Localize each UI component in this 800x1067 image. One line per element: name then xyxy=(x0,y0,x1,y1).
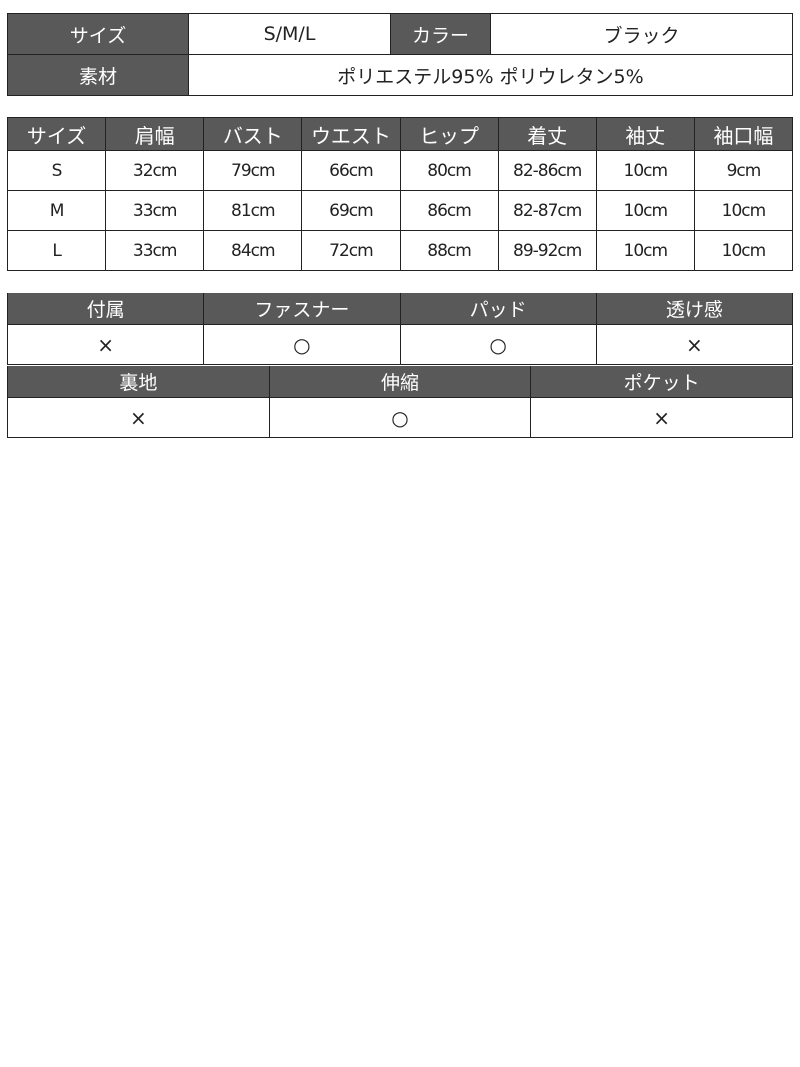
table-row: S 32cm 79cm 66cm 80cm 82-86cm 10cm 9cm xyxy=(6,150,794,191)
table-row: M 33cm 81cm 69cm 86cm 82-87cm 10cm 10cm xyxy=(6,190,794,231)
feature-label: パッド xyxy=(399,293,597,325)
feature-label: ファスナー xyxy=(203,293,401,325)
spec-table: サイズ S/M/L カラー ブラック 素材 ポリエステル95% ポリウレタン5% xyxy=(7,13,793,96)
size-label: サイズ xyxy=(7,13,189,55)
feature-header-row: 付属 ファスナー パッド 透け感 xyxy=(6,293,794,325)
feature-value: ○ xyxy=(203,324,401,365)
table-cell: 66cm xyxy=(301,150,401,191)
features-table-1: 付属 ファスナー パッド 透け感 × ○ ○ × xyxy=(6,293,794,365)
table-cell: 69cm xyxy=(301,190,401,231)
table-cell: 10cm xyxy=(595,150,695,191)
spec-row-material: 素材 ポリエステル95% ポリウレタン5% xyxy=(7,54,793,96)
color-value: ブラック xyxy=(490,13,793,55)
material-label: 素材 xyxy=(7,54,189,96)
feature-value-row: × ○ × xyxy=(7,397,793,438)
column-header: 袖丈 xyxy=(595,117,695,151)
table-cell: 10cm xyxy=(595,230,695,271)
table-cell: 10cm xyxy=(693,190,794,231)
color-label: カラー xyxy=(390,13,491,55)
table-cell: 33cm xyxy=(105,230,205,271)
material-value: ポリエステル95% ポリウレタン5% xyxy=(188,54,793,96)
table-cell: 82-87cm xyxy=(497,190,597,231)
table-cell: 88cm xyxy=(399,230,499,271)
features-table-2: 裏地 伸縮 ポケット × ○ × xyxy=(7,366,793,438)
table-cell: M xyxy=(6,190,107,231)
feature-label: ポケット xyxy=(530,366,793,398)
feature-label: 伸縮 xyxy=(268,366,532,398)
feature-value: × xyxy=(595,324,794,365)
column-header: バスト xyxy=(203,117,303,151)
column-header: サイズ xyxy=(6,117,107,151)
column-header: 袖口幅 xyxy=(693,117,794,151)
size-value: S/M/L xyxy=(188,13,391,55)
table-cell: 82-86cm xyxy=(497,150,597,191)
feature-header-row: 裏地 伸縮 ポケット xyxy=(7,366,793,398)
feature-value-row: × ○ ○ × xyxy=(6,324,794,365)
table-row: L 33cm 84cm 72cm 88cm 89-92cm 10cm 10cm xyxy=(6,230,794,271)
table-cell: 81cm xyxy=(203,190,303,231)
table-cell: 86cm xyxy=(399,190,499,231)
size-table: サイズ 肩幅 バスト ウエスト ヒップ 着丈 袖丈 袖口幅 S 32cm 79cm 66cm 80cm 8… xyxy=(6,117,794,271)
spec-row-size-color: サイズ S/M/L カラー ブラック xyxy=(7,13,793,55)
column-header: 着丈 xyxy=(497,117,597,151)
table-cell: 89-92cm xyxy=(497,230,597,271)
column-header: ウエスト xyxy=(301,117,401,151)
table-cell: 32cm xyxy=(105,150,205,191)
table-cell: 9cm xyxy=(693,150,794,191)
feature-value: × xyxy=(7,397,270,438)
table-cell: L xyxy=(6,230,107,271)
feature-label: 付属 xyxy=(6,293,205,325)
size-table-header-row: サイズ 肩幅 バスト ウエスト ヒップ 着丈 袖丈 袖口幅 xyxy=(6,117,794,151)
feature-label: 透け感 xyxy=(595,293,794,325)
feature-value: × xyxy=(6,324,205,365)
table-cell: 72cm xyxy=(301,230,401,271)
feature-label: 裏地 xyxy=(7,366,270,398)
table-cell: 84cm xyxy=(203,230,303,271)
table-cell: 80cm xyxy=(399,150,499,191)
feature-value: × xyxy=(530,397,793,438)
column-header: 肩幅 xyxy=(105,117,205,151)
column-header: ヒップ xyxy=(399,117,499,151)
table-cell: 33cm xyxy=(105,190,205,231)
table-cell: 10cm xyxy=(595,190,695,231)
feature-value: ○ xyxy=(268,397,532,438)
table-cell: S xyxy=(6,150,107,191)
table-cell: 10cm xyxy=(693,230,794,271)
feature-value: ○ xyxy=(399,324,597,365)
table-cell: 79cm xyxy=(203,150,303,191)
